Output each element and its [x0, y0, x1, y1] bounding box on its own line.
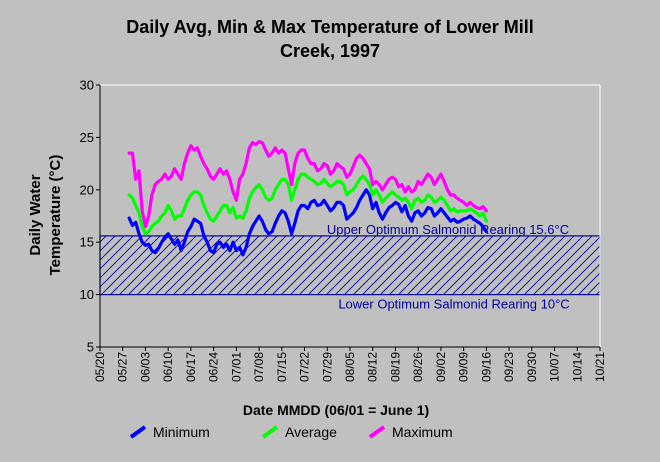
x-tick-label: 06/03 — [139, 352, 153, 382]
plot-area: Upper Optimum Salmonid Rearing 15.6°C Low… — [80, 78, 607, 383]
chart-title-line-2: Creek, 1997 — [280, 41, 380, 61]
x-tick-label: 05/20 — [93, 352, 107, 382]
legend-swatch-minimum — [129, 425, 147, 439]
x-tick-label: 08/19 — [389, 352, 403, 382]
chart-title-line-1: Daily Avg, Min & Max Temperature of Lowe… — [126, 17, 533, 37]
x-tick-label: 10/21 — [593, 352, 607, 382]
series-line-average — [127, 172, 488, 236]
x-axis-label: Date MMDD (06/01 = June 1) — [243, 402, 429, 418]
x-tick-label: 08/26 — [411, 352, 425, 382]
band-upper-label: Upper Optimum Salmonid Rearing 15.6°C — [327, 222, 569, 237]
legend-label-maximum: Maximum — [392, 424, 453, 440]
x-tick-label: 06/24 — [207, 352, 221, 382]
legend-item-minimum: Minimum — [129, 424, 210, 440]
y-tick-label: 5 — [87, 340, 94, 355]
x-tick-label: 07/29 — [320, 352, 334, 382]
y-axis-label-line-2: Temperature (°C) — [47, 155, 64, 276]
y-tick-label: 25 — [80, 130, 94, 145]
y-tick-label: 10 — [80, 287, 94, 302]
x-tick-label: 09/16 — [479, 352, 493, 382]
x-tick-label: 08/05 — [343, 352, 357, 382]
x-tick-label: 07/22 — [298, 352, 312, 382]
legend: Minimum Average Maximum — [129, 424, 453, 440]
x-tick-label: 05/27 — [116, 352, 130, 382]
x-tick-label: 09/02 — [434, 352, 448, 382]
x-tick-label: 09/09 — [457, 352, 471, 382]
band-lower-label: Lower Optimum Salmonid Rearing 10°C — [338, 297, 569, 312]
legend-item-average: Average — [261, 424, 337, 440]
x-tick-label: 07/01 — [229, 352, 243, 382]
y-tick-label: 30 — [80, 78, 94, 93]
x-tick-label: 09/23 — [502, 352, 516, 382]
legend-label-minimum: Minimum — [153, 424, 210, 440]
legend-swatch-maximum — [368, 425, 386, 439]
y-tick-label: 20 — [80, 182, 94, 197]
x-tick-label: 07/15 — [275, 352, 289, 382]
legend-label-average: Average — [285, 424, 337, 440]
series-line-maximum — [127, 140, 488, 229]
x-tick-label: 08/12 — [366, 352, 380, 382]
series-line-minimum — [127, 188, 488, 257]
y-axis-label-line-1: Daily Water — [27, 174, 44, 255]
legend-item-maximum: Maximum — [368, 424, 453, 440]
x-tick-label: 06/17 — [184, 352, 198, 382]
x-tick-label: 06/10 — [161, 352, 175, 382]
y-tick-label: 15 — [80, 235, 94, 250]
x-tick-label: 09/30 — [525, 352, 539, 382]
x-tick-label: 07/08 — [252, 352, 266, 382]
legend-swatch-average — [261, 425, 279, 439]
x-tick-label: 10/14 — [570, 352, 584, 382]
x-tick-label: 10/07 — [548, 352, 562, 382]
